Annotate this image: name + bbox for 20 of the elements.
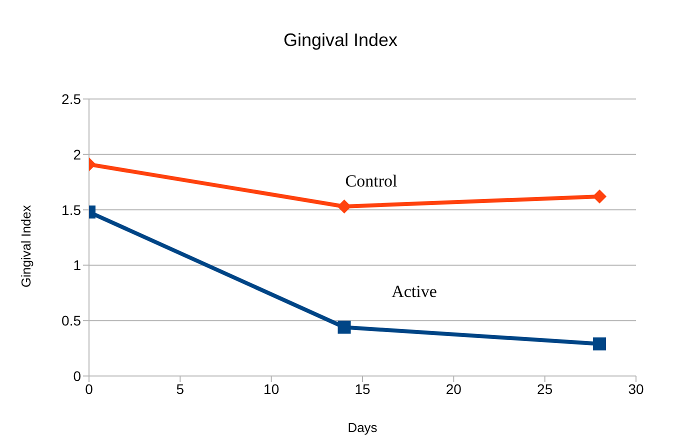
y-tick-label: 1.5 (62, 202, 82, 218)
x-axis-title: Days (348, 420, 378, 435)
x-tick-label: 30 (628, 380, 644, 397)
y-tick-label: 2 (73, 146, 82, 162)
point (593, 337, 606, 350)
series-label: Control (345, 171, 398, 190)
x-tick-label: 25 (537, 380, 553, 397)
x-tick-label: 5 (176, 380, 184, 397)
x-tick-label: 0 (85, 380, 94, 397)
chart-title: Gingival Index (282, 30, 399, 51)
point (592, 190, 607, 204)
series-label: Active (392, 282, 437, 302)
y-tick-label: 0 (73, 368, 82, 384)
y-axis-title: Gingival Index (18, 204, 34, 288)
x-tick-label: 20 (446, 380, 462, 397)
y-tick-label: 0.5 (62, 312, 82, 329)
x-tick-label: 15 (354, 380, 370, 397)
y-tick-label: 2.5 (62, 90, 82, 107)
y-tick-label: 1 (73, 257, 82, 274)
x-tick-label: 10 (264, 380, 280, 397)
